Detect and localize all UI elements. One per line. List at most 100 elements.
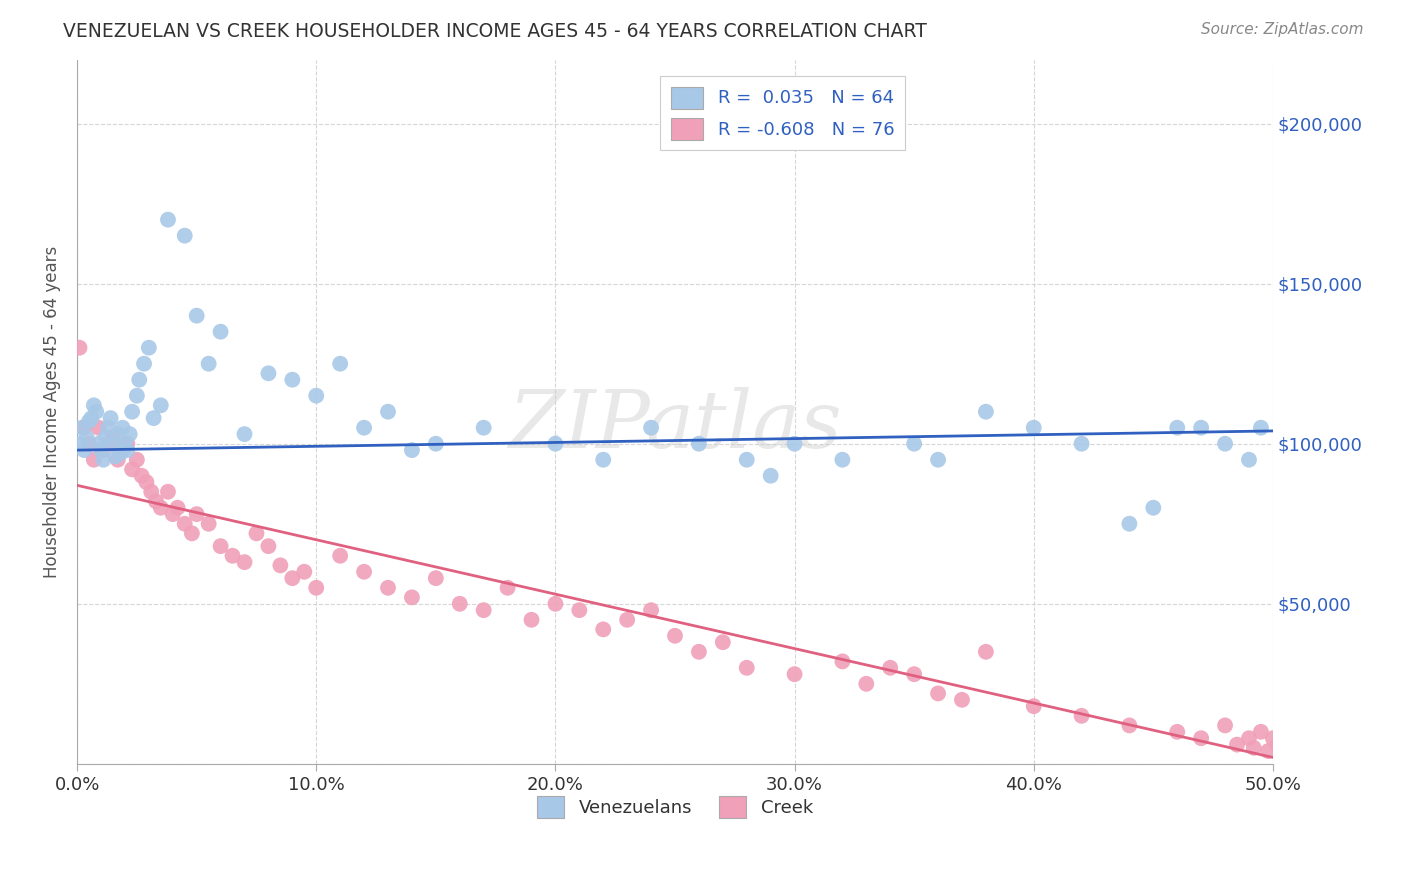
Point (233, 555, 256, 569)
Point (879, 661, 901, 675)
Point (186, 309, 208, 323)
Point (1267, 738, 1289, 752)
Point (97, 421, 120, 435)
Point (974, 405, 997, 419)
Point (592, 452, 614, 467)
Point (77, 414, 100, 428)
Point (104, 450, 127, 464)
Point (111, 421, 134, 435)
Point (125, 452, 148, 467)
Point (107, 427, 129, 442)
Point (1118, 718, 1140, 732)
Point (149, 500, 172, 515)
Point (1250, 421, 1272, 435)
Point (1257, 744, 1279, 758)
Point (93, 452, 115, 467)
Point (472, 603, 495, 617)
Point (1070, 436, 1092, 450)
Point (128, 373, 150, 387)
Point (245, 526, 267, 541)
Point (1281, 750, 1303, 764)
Point (1142, 500, 1164, 515)
Text: ZIPatlas: ZIPatlas (508, 387, 842, 465)
Point (1166, 724, 1188, 739)
Point (783, 436, 806, 450)
Point (118, 427, 141, 442)
Point (111, 443, 134, 458)
Point (1213, 718, 1236, 732)
Text: VENEZUELAN VS CREEK HOUSEHOLDER INCOME AGES 45 - 64 YEARS CORRELATION CHART: VENEZUELAN VS CREEK HOUSEHOLDER INCOME A… (63, 22, 927, 41)
Point (83, 452, 105, 467)
Point (83, 398, 105, 412)
Point (197, 516, 219, 531)
Y-axis label: Householder Income Ages 45 - 64 years: Householder Income Ages 45 - 64 years (44, 245, 60, 578)
Point (117, 436, 139, 450)
Point (1261, 731, 1284, 746)
Point (401, 443, 423, 458)
Point (156, 212, 179, 227)
Point (329, 357, 352, 371)
Point (1243, 740, 1265, 755)
Point (145, 494, 167, 508)
Point (1189, 731, 1212, 746)
Point (592, 623, 614, 637)
Point (142, 411, 165, 425)
Point (353, 565, 375, 579)
Point (568, 603, 591, 617)
Point (1274, 744, 1296, 758)
Point (87, 436, 110, 450)
Point (927, 686, 949, 700)
Point (73, 443, 96, 458)
Point (121, 405, 143, 419)
Point (329, 549, 352, 563)
Point (1022, 421, 1045, 435)
Point (114, 436, 136, 450)
Point (1285, 740, 1308, 755)
Point (377, 581, 399, 595)
Point (77, 436, 100, 450)
Point (87, 421, 110, 435)
Point (101, 436, 124, 450)
Point (401, 591, 423, 605)
Point (1189, 421, 1212, 435)
Point (257, 366, 280, 380)
Point (100, 411, 122, 425)
Point (197, 357, 219, 371)
Point (107, 452, 129, 467)
Point (950, 693, 973, 707)
Point (281, 571, 304, 585)
Point (831, 452, 853, 467)
Point (377, 405, 399, 419)
Point (353, 421, 375, 435)
Point (1237, 452, 1260, 467)
Point (93, 443, 115, 458)
Point (90, 443, 112, 458)
Point (640, 603, 662, 617)
Point (472, 421, 495, 435)
Point (269, 558, 291, 573)
Point (97, 436, 120, 450)
Point (711, 635, 734, 649)
Point (209, 539, 232, 553)
Point (101, 430, 124, 444)
Point (94, 430, 117, 444)
Point (735, 661, 758, 675)
Point (80, 411, 103, 425)
Point (1118, 516, 1140, 531)
Point (425, 436, 447, 450)
Point (156, 484, 179, 499)
Point (664, 629, 686, 643)
Point (180, 526, 202, 541)
Point (69, 341, 91, 355)
Point (305, 389, 328, 403)
Point (257, 539, 280, 553)
Point (903, 436, 925, 450)
Point (305, 581, 328, 595)
Point (138, 341, 160, 355)
Point (281, 373, 304, 387)
Point (131, 468, 153, 483)
Point (186, 507, 208, 521)
Point (496, 581, 519, 595)
Point (84, 405, 107, 419)
Point (162, 507, 184, 521)
